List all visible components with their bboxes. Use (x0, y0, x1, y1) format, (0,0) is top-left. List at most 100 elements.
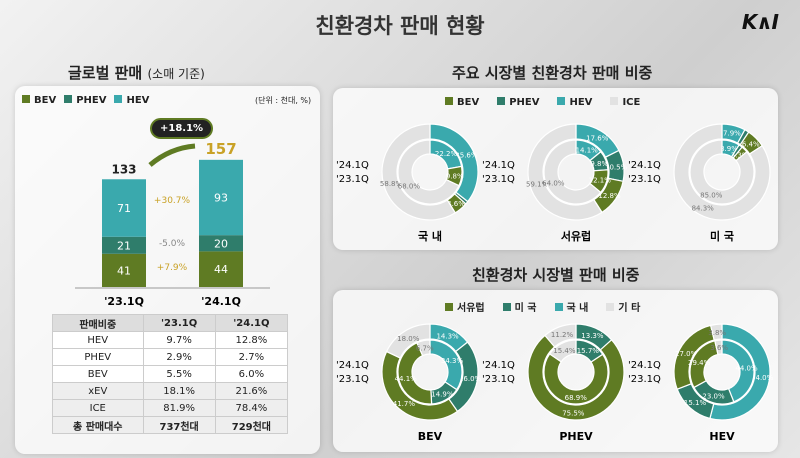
outer-ring-label: '24.1Q (628, 160, 661, 171)
table-cell: 737천대 (142, 416, 216, 434)
donut-value-label: 9.8% (590, 160, 608, 168)
inner-ring-label: '23.1Q (628, 174, 661, 185)
donut-value-label: 14.1% (576, 146, 599, 154)
bar-bev-1 (199, 251, 243, 287)
table-header-row: 판매비중 '23.1Q '24.1Q (52, 314, 289, 332)
page-title: 친환경차 판매 현황 (315, 14, 485, 38)
bar-phev-0 (102, 236, 146, 254)
bar-chart: 41 21 71 133 '23.1Q 44 20 93 157 '24.1Q +30.7% -5.0… (75, 140, 270, 308)
donut-value-label: 26.0% (459, 375, 482, 383)
bar-value: 20 (214, 237, 228, 250)
inner-ring-label: '23.1Q (482, 374, 515, 385)
table-row: BEV 5.5% 6.0% (52, 365, 289, 383)
donut-outer-segment (709, 323, 771, 421)
table-cell: xEV (52, 382, 144, 400)
table-cell: 21.6% (214, 382, 289, 400)
change-bev: +7.9% (157, 263, 188, 273)
donut-outer-segment (527, 334, 625, 421)
change-phev: -5.0% (159, 239, 186, 249)
donut-inner-segment (548, 339, 577, 363)
donut-value-label: 22.2% (435, 150, 458, 158)
table-cell: 78.4% (214, 399, 289, 417)
change-hev: +30.7% (154, 196, 191, 206)
bar-value: 71 (117, 202, 131, 215)
donut-value-label: 84.3% (692, 205, 715, 213)
table-cell: 6.0% (214, 365, 289, 383)
donut-value-label: 35.6% (455, 151, 478, 159)
growth-arrow (148, 143, 196, 167)
donut-value-label: 11.2% (551, 331, 574, 339)
donut-value-label: 9.8% (446, 172, 464, 180)
donut-value-label: 15.7% (577, 347, 600, 355)
donut-value-label: 14.3% (436, 333, 459, 341)
donut-value-label: 68.9% (565, 394, 588, 402)
table-row: xEV 18.1% 21.6% (52, 382, 289, 400)
donut-inner-segment (397, 139, 460, 205)
donut-inner-segment (543, 353, 609, 405)
donut-inner-segment (714, 339, 723, 356)
outer-ring-label: '24.1Q (336, 160, 369, 171)
donut-value-label: 64.0% (542, 180, 565, 188)
table-cell: 81.9% (142, 399, 216, 417)
donut-title: BEV (418, 430, 443, 443)
outer-ring-label: '24.1Q (336, 360, 369, 371)
donut-value-label: 68.0% (398, 182, 421, 190)
table-cell: BEV (52, 365, 144, 383)
donut-value-label: 54.0% (751, 374, 774, 382)
bar-legend: BEV PHEV HEV (22, 95, 149, 106)
donut-title: 국 내 (418, 229, 442, 243)
table-cell: 5.5% (142, 365, 216, 383)
table-cell: 2.9% (142, 348, 216, 366)
market-share-title: 주요 시장별 친환경차 판매 비중 (452, 64, 653, 82)
donut-title: HEV (709, 430, 735, 443)
bar-value: 44 (214, 263, 228, 276)
table-header: '24.1Q (214, 314, 289, 332)
legend-item: ICE (610, 97, 640, 108)
xev-donuts: 14.3% 26.0% 41.7% 18.0% 34.3% 14.9% 44.1% 6.7% '… (336, 323, 774, 443)
global-sales-title-text: 글로벌 판매 (68, 64, 143, 82)
table-cell: 9.7% (142, 331, 216, 349)
donut-value-label: 4.6% (447, 200, 465, 208)
share-table: 판매비중 '23.1Q '24.1Q HEV 9.7% 12.8% PHEV 2.9% 2.7%… (52, 314, 289, 434)
donut-value-label: 14.9% (431, 391, 454, 399)
inner-ring-label: '23.1Q (628, 374, 661, 385)
donut-value-label: 12.8% (598, 192, 621, 200)
unit-label: (단위 : 천대, %) (255, 96, 312, 105)
donut-value-label: 8.9% (720, 145, 738, 153)
outer-ring-label: '24.1Q (628, 360, 661, 371)
donut-value-label: 6.4% (742, 141, 760, 149)
legend-item: 서유럽 (445, 299, 485, 314)
bar-value: 41 (117, 264, 131, 277)
table-cell: 729천대 (214, 416, 289, 434)
legend-item: PHEV (497, 97, 539, 108)
xev-market-title: 친환경차 시장별 판매 비중 (472, 266, 640, 284)
table-cell: ICE (52, 399, 144, 417)
donut-outer-segment (709, 323, 723, 341)
bar-value: 93 (214, 191, 228, 204)
donut-value-label: 58.8% (380, 180, 403, 188)
table-row: 총 판매대수 737천대 729천대 (52, 416, 289, 434)
donut-value-label: 29.4% (688, 359, 711, 367)
outer-ring-label: '24.1Q (482, 160, 515, 171)
kia-logo: K∧I (741, 10, 779, 34)
donut-inner-segment (689, 139, 755, 205)
bar-total: 157 (205, 140, 236, 158)
donut-value-label: 13.3% (581, 332, 604, 340)
table-cell: PHEV (52, 348, 144, 366)
donut-value-label: 44.0% (735, 364, 758, 372)
donut-outer-segment (673, 123, 771, 221)
donut-value-label: 85.0% (700, 192, 723, 200)
table-cell: HEV (52, 331, 144, 349)
donut-title: 미 국 (710, 229, 734, 243)
table-cell: 총 판매대수 (52, 416, 144, 434)
table-header: 판매비중 (52, 314, 144, 332)
donut-value-label: 10.5% (605, 164, 628, 172)
donut-value-label: 3.8% (708, 329, 726, 337)
donut-value-label: 3.3% (731, 151, 749, 159)
table-cell: 12.8% (214, 331, 289, 349)
legend-hev: HEV (114, 95, 149, 106)
donut-value-label: 27.0% (675, 350, 698, 358)
donut-value-label: 59.1% (526, 180, 549, 188)
legend-phev: PHEV (64, 95, 106, 106)
donut-value-label: 18.0% (397, 335, 420, 343)
